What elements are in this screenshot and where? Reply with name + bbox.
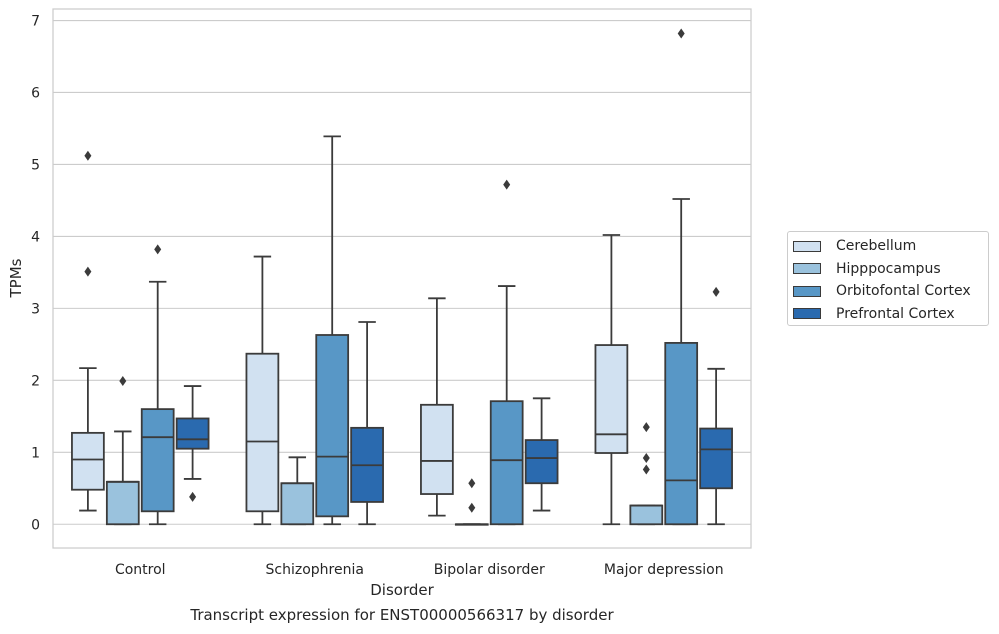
legend-item-cerebellum: Cerebellum — [793, 235, 988, 258]
outlier-point — [642, 464, 650, 475]
box-body — [245, 352, 280, 513]
box-0-3 — [175, 385, 210, 502]
box-1-1 — [280, 456, 315, 526]
box-body — [280, 482, 315, 526]
box-0-2 — [140, 244, 175, 526]
y-tick-label: 3 — [31, 301, 40, 317]
legend-item-hippocampus: Hipppocampus — [793, 258, 988, 281]
box-body — [524, 439, 559, 485]
boxplot-marks — [71, 28, 733, 526]
box-body — [71, 431, 105, 491]
box-body — [315, 334, 350, 518]
outlier-point — [84, 266, 92, 277]
box-2-3 — [524, 397, 559, 512]
y-tick-label: 6 — [31, 85, 40, 101]
box-body — [105, 480, 140, 526]
box-1-0 — [245, 255, 280, 526]
legend-swatch-hippocampus — [793, 263, 821, 275]
box-body — [664, 342, 699, 526]
legend-label-orbitofrontal: Orbitofontal Cortex — [836, 283, 971, 300]
box-2-2 — [489, 179, 524, 526]
x-axis-label: Disorder — [370, 581, 434, 599]
y-axis-label: TPMs — [7, 258, 25, 298]
outlier-point — [503, 179, 511, 190]
outlier-point — [468, 478, 476, 489]
figure-caption: Transcript expression for ENST0000056631… — [190, 606, 614, 624]
box-3-0 — [594, 234, 629, 526]
box-body — [699, 427, 733, 490]
legend-item-prefrontal: Prefrontal Cortex — [793, 303, 988, 326]
y-tick-label: 2 — [31, 373, 40, 389]
outlier-point — [642, 453, 650, 464]
legend-label-cerebellum: Cerebellum — [836, 238, 917, 255]
outlier-point — [154, 244, 162, 255]
outlier-point — [84, 150, 92, 161]
y-tick-label: 0 — [31, 517, 40, 533]
legend-item-orbitofrontal: Orbitofontal Cortex — [793, 280, 988, 303]
legend-swatch-prefrontal — [793, 308, 821, 320]
legend-label-hippocampus: Hipppocampus — [836, 260, 941, 277]
x-tick-label: Bipolar disorder — [434, 562, 545, 578]
x-tick-label: Control — [115, 562, 166, 578]
outlier-point — [189, 491, 197, 502]
box-body — [420, 403, 454, 495]
y-tick-label: 7 — [31, 14, 40, 30]
box-body — [489, 400, 524, 526]
x-tick-labels: Control Schizophrenia Bipolar disorder Majo… — [115, 562, 724, 578]
box-2-1 — [454, 478, 489, 526]
box-body — [140, 408, 175, 513]
y-tick-label: 1 — [31, 445, 40, 461]
y-tick-label: 5 — [31, 157, 40, 173]
box-2-0 — [420, 297, 454, 517]
box-3-2 — [664, 28, 699, 526]
x-tick-label: Major depression — [604, 562, 724, 578]
box-body — [594, 344, 629, 454]
outlier-point — [642, 422, 650, 433]
y-tick-label: 4 — [31, 229, 40, 245]
box-body — [629, 504, 664, 526]
legend: Cerebellum Hipppocampus Orbitofontal Cor… — [787, 231, 989, 326]
box-3-1 — [629, 422, 664, 526]
legend-swatch-cerebellum — [793, 240, 821, 252]
plot-frame — [52, 8, 752, 549]
x-tick-label: Schizophrenia — [266, 562, 364, 578]
box-0-1 — [105, 376, 140, 526]
y-tick-labels: 0 1 2 3 4 5 6 7 — [31, 14, 40, 534]
legend-label-prefrontal: Prefrontal Cortex — [836, 305, 955, 322]
outlier-point — [468, 502, 476, 513]
box-body — [175, 417, 210, 450]
box-0-0 — [71, 150, 105, 512]
outlier-point — [712, 286, 720, 297]
box-1-2 — [315, 135, 350, 526]
box-1-3 — [350, 321, 384, 526]
legend-swatch-orbitofrontal — [793, 285, 821, 297]
outlier-point — [677, 28, 685, 39]
box-3-3 — [699, 286, 733, 526]
outlier-point — [119, 376, 127, 387]
